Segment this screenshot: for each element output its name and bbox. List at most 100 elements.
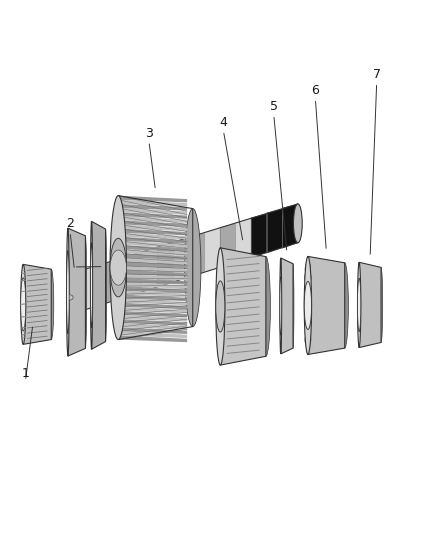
Polygon shape [118, 315, 187, 321]
Polygon shape [118, 270, 187, 277]
Polygon shape [359, 262, 381, 348]
Polygon shape [308, 256, 345, 354]
Ellipse shape [110, 196, 127, 340]
Ellipse shape [379, 268, 383, 342]
Polygon shape [118, 282, 187, 289]
Polygon shape [188, 233, 204, 278]
Polygon shape [118, 257, 187, 264]
Ellipse shape [261, 256, 270, 356]
Ellipse shape [21, 264, 26, 344]
Polygon shape [251, 214, 267, 258]
Ellipse shape [91, 243, 92, 328]
Ellipse shape [74, 271, 84, 312]
Ellipse shape [110, 250, 127, 285]
Ellipse shape [305, 317, 310, 330]
Polygon shape [118, 220, 187, 227]
Ellipse shape [305, 271, 310, 284]
Polygon shape [267, 209, 282, 253]
Text: 4: 4 [219, 116, 227, 129]
Polygon shape [118, 212, 187, 219]
Ellipse shape [341, 263, 348, 348]
Ellipse shape [84, 236, 87, 349]
Polygon shape [281, 258, 293, 354]
Polygon shape [79, 267, 95, 312]
Polygon shape [173, 238, 188, 282]
Polygon shape [118, 229, 187, 235]
Ellipse shape [304, 293, 310, 305]
Polygon shape [118, 249, 187, 256]
Ellipse shape [306, 293, 311, 305]
Ellipse shape [216, 281, 225, 332]
Polygon shape [118, 298, 187, 305]
Polygon shape [118, 327, 187, 334]
Polygon shape [118, 323, 187, 330]
Ellipse shape [91, 221, 92, 349]
Polygon shape [235, 219, 251, 263]
Polygon shape [118, 274, 187, 280]
Polygon shape [118, 294, 187, 301]
Polygon shape [118, 224, 187, 231]
Ellipse shape [306, 271, 311, 284]
Text: 5: 5 [270, 100, 278, 113]
Ellipse shape [293, 204, 302, 243]
Polygon shape [204, 228, 219, 273]
Polygon shape [126, 253, 141, 297]
Polygon shape [157, 243, 173, 287]
Ellipse shape [305, 333, 311, 346]
Ellipse shape [66, 295, 73, 300]
Ellipse shape [67, 251, 69, 334]
Ellipse shape [67, 228, 69, 356]
Polygon shape [110, 257, 126, 302]
Polygon shape [118, 245, 187, 252]
Polygon shape [118, 237, 187, 244]
Polygon shape [118, 232, 187, 239]
Polygon shape [95, 262, 110, 307]
Polygon shape [118, 306, 187, 313]
Polygon shape [118, 241, 187, 248]
Ellipse shape [305, 333, 311, 346]
Polygon shape [118, 216, 187, 223]
Ellipse shape [49, 269, 54, 340]
Text: 2: 2 [66, 217, 74, 230]
Ellipse shape [216, 248, 225, 365]
Polygon shape [118, 196, 187, 203]
Text: 7: 7 [373, 68, 381, 81]
Ellipse shape [292, 264, 294, 348]
Ellipse shape [280, 277, 282, 335]
Polygon shape [118, 286, 187, 293]
Ellipse shape [105, 229, 106, 342]
Polygon shape [118, 200, 187, 206]
Ellipse shape [304, 256, 311, 354]
Polygon shape [118, 204, 187, 211]
Ellipse shape [305, 263, 311, 276]
Polygon shape [23, 264, 51, 344]
Polygon shape [118, 311, 187, 318]
Polygon shape [118, 278, 187, 285]
Polygon shape [118, 290, 187, 297]
Polygon shape [118, 303, 187, 309]
Polygon shape [118, 253, 187, 260]
Text: 1: 1 [21, 367, 29, 379]
Polygon shape [118, 261, 187, 268]
Polygon shape [68, 228, 85, 356]
Ellipse shape [357, 262, 361, 348]
Polygon shape [118, 265, 187, 272]
Polygon shape [118, 335, 187, 342]
Polygon shape [219, 223, 235, 268]
Ellipse shape [21, 278, 26, 331]
Ellipse shape [184, 208, 201, 327]
Ellipse shape [280, 258, 282, 354]
Ellipse shape [110, 238, 127, 297]
Polygon shape [282, 204, 298, 248]
Ellipse shape [304, 281, 311, 329]
Text: 6: 6 [311, 84, 319, 97]
Text: 3: 3 [145, 127, 153, 140]
Polygon shape [92, 221, 106, 349]
Polygon shape [118, 319, 187, 326]
Ellipse shape [357, 278, 361, 332]
Polygon shape [220, 248, 266, 365]
Ellipse shape [306, 317, 311, 330]
Polygon shape [118, 208, 187, 215]
Polygon shape [141, 248, 157, 292]
Polygon shape [118, 332, 187, 338]
